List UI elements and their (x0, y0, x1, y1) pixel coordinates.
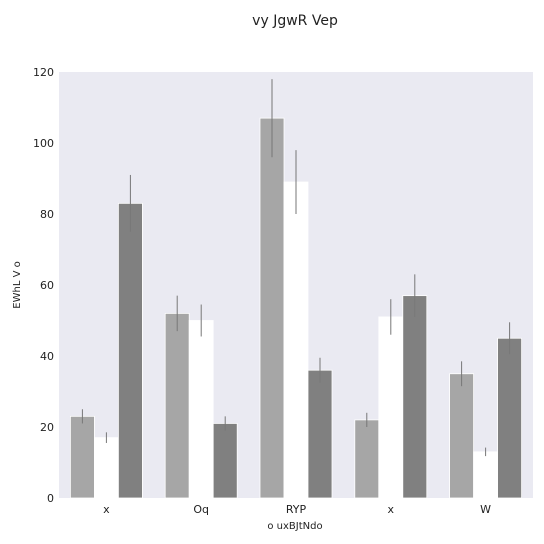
bar (449, 373, 475, 499)
x-axis-ticks: x Oq RYP x W (103, 503, 491, 516)
bar (497, 337, 523, 499)
bars-group (70, 79, 523, 499)
bar (307, 369, 333, 499)
bar (354, 419, 380, 499)
x-tick-label: Oq (193, 503, 209, 516)
y-axis-ticks: 0 20 40 60 80 100 120 (33, 66, 54, 505)
bar (378, 316, 404, 499)
y-tick-label: 40 (40, 350, 54, 363)
bar (473, 451, 499, 499)
bar (70, 415, 95, 499)
y-tick-label: 80 (40, 208, 54, 221)
y-tick-label: 120 (33, 66, 54, 79)
x-tick-label: RYP (286, 503, 307, 516)
y-tick-label: 20 (40, 421, 54, 434)
bar (259, 117, 285, 499)
x-tick-label: x (388, 503, 395, 516)
y-tick-label: 100 (33, 137, 54, 150)
bar (94, 437, 119, 499)
y-axis-label: EWhL V o (12, 261, 23, 308)
bar (402, 295, 428, 499)
bar (212, 423, 238, 499)
bar (164, 312, 190, 499)
bar (188, 320, 214, 499)
x-tick-label: x (103, 503, 110, 516)
y-tick-label: 60 (40, 279, 54, 292)
x-tick-label: W (480, 503, 491, 516)
chart-title: vy JgwR Vep (252, 13, 338, 29)
y-tick-label: 0 (47, 492, 54, 505)
bar (283, 181, 309, 499)
bar (118, 202, 143, 499)
x-axis-label: o uxBJtNdo (267, 521, 322, 532)
